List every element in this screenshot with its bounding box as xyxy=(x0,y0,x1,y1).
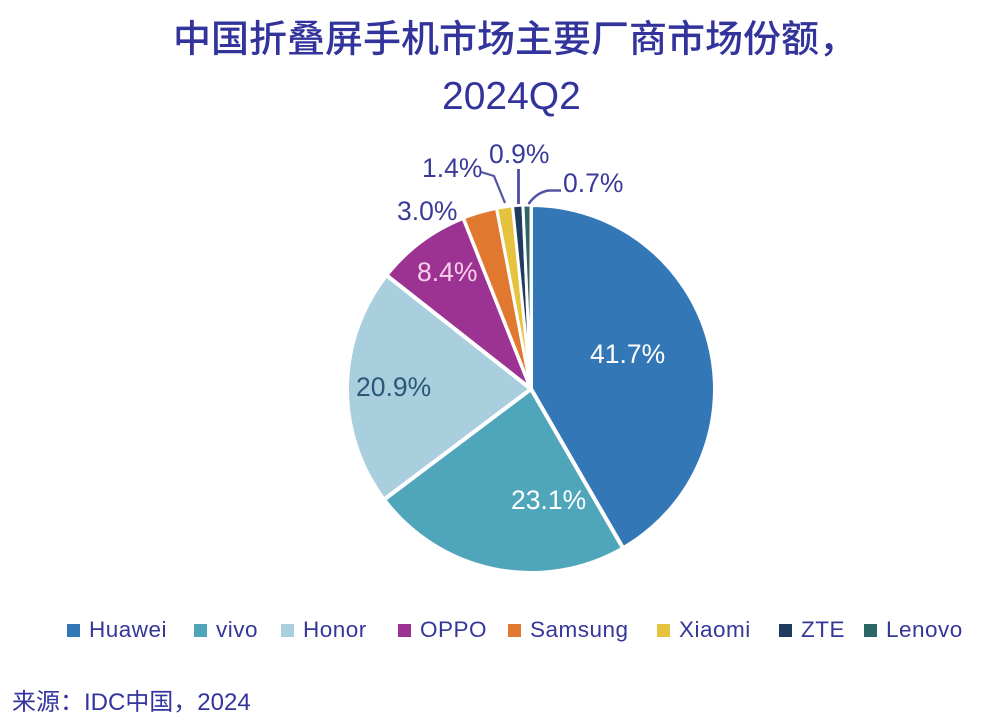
svg-text:Honor: Honor xyxy=(303,617,367,642)
svg-text:2024: 2024 xyxy=(197,689,250,716)
svg-text:Lenovo: Lenovo xyxy=(886,617,963,642)
svg-text:0.7%: 0.7% xyxy=(563,168,623,198)
svg-text:20.9%: 20.9% xyxy=(356,372,431,402)
svg-text:0.9%: 0.9% xyxy=(489,139,549,169)
svg-text:1.4%: 1.4% xyxy=(422,153,482,183)
svg-text:vivo: vivo xyxy=(216,617,258,642)
svg-text:IDC: IDC xyxy=(84,689,125,716)
svg-text:3.0%: 3.0% xyxy=(397,196,457,226)
svg-text:Samsung: Samsung xyxy=(530,617,629,642)
svg-text:Huawei: Huawei xyxy=(89,617,167,642)
svg-text:ZTE: ZTE xyxy=(801,617,845,642)
svg-text:2024Q2: 2024Q2 xyxy=(442,75,581,118)
svg-text:41.7%: 41.7% xyxy=(590,339,665,369)
svg-text:23.1%: 23.1% xyxy=(511,485,586,515)
svg-text:8.4%: 8.4% xyxy=(417,257,477,287)
svg-text:OPPO: OPPO xyxy=(420,617,487,642)
svg-text:Xiaomi: Xiaomi xyxy=(679,617,751,642)
